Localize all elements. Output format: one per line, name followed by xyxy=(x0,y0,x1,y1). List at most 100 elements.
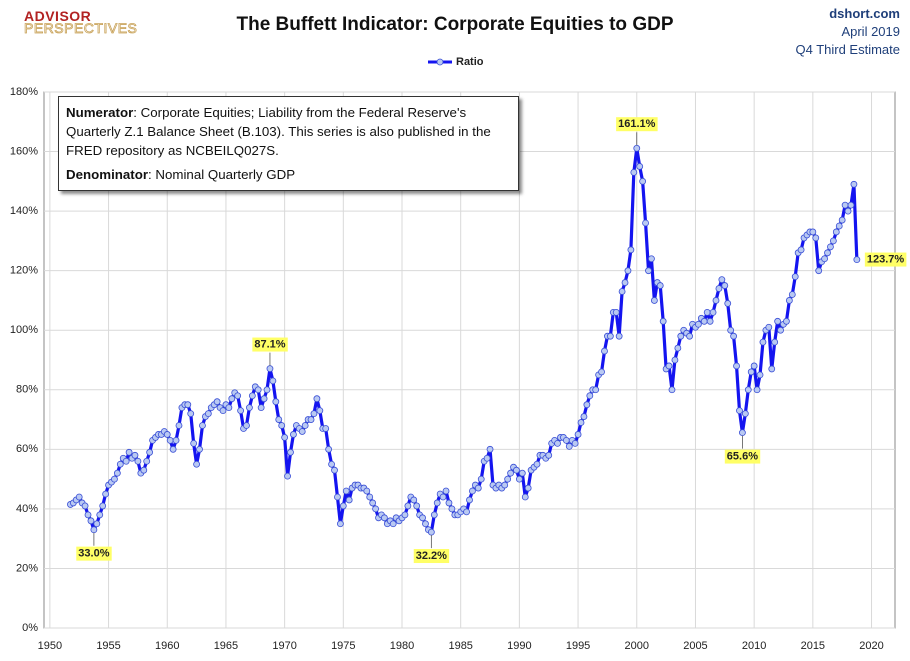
data-point xyxy=(577,419,585,426)
note-text: : Corporate Equities; Liability from the… xyxy=(66,105,491,158)
data-point xyxy=(483,454,491,462)
data-point xyxy=(313,395,321,403)
y-tick-label: 20% xyxy=(16,562,38,574)
data-point xyxy=(298,428,306,435)
legend-label: Ratio xyxy=(456,56,484,68)
data-point xyxy=(322,425,330,432)
data-point xyxy=(187,410,195,418)
data-point xyxy=(310,410,318,418)
data-point xyxy=(334,493,341,501)
data-point xyxy=(771,338,779,346)
data-point xyxy=(709,308,717,316)
data-point xyxy=(190,439,198,447)
data-point xyxy=(847,201,855,209)
x-tick-label: 2010 xyxy=(742,640,766,652)
data-point xyxy=(445,499,453,507)
data-point xyxy=(774,317,782,325)
data-point xyxy=(254,386,262,394)
data-point xyxy=(380,514,388,522)
data-point xyxy=(442,487,450,495)
data-point xyxy=(524,484,532,492)
data-point xyxy=(586,392,594,400)
data-point xyxy=(193,460,200,468)
data-point xyxy=(507,469,514,477)
data-point xyxy=(111,475,118,483)
data-point xyxy=(630,168,638,176)
data-point xyxy=(237,407,245,415)
note-line: Numerator: Corporate Equities; Liability… xyxy=(66,103,512,160)
data-point xyxy=(301,422,309,429)
x-tick-label: 2005 xyxy=(683,640,707,652)
data-point xyxy=(336,520,344,528)
data-point xyxy=(284,472,291,480)
data-point xyxy=(639,177,647,185)
data-point xyxy=(477,475,485,483)
data-point xyxy=(448,505,456,513)
data-point xyxy=(246,404,253,412)
data-point xyxy=(703,308,711,316)
data-point xyxy=(598,368,605,376)
data-point xyxy=(122,457,130,465)
data-point xyxy=(841,201,849,209)
source: dshort.com xyxy=(829,6,900,21)
data-point xyxy=(545,451,553,459)
data-point xyxy=(797,246,805,254)
note-label: Denominator xyxy=(66,167,149,182)
x-tick-label: 1985 xyxy=(448,640,472,652)
data-point xyxy=(172,436,180,444)
x-tick-label: 1955 xyxy=(96,640,120,652)
data-point xyxy=(606,332,614,340)
y-tick-label: 0% xyxy=(22,622,38,634)
x-tick-label: 2015 xyxy=(801,640,825,652)
x-tick-label: 1990 xyxy=(507,640,531,652)
data-point xyxy=(169,445,177,453)
y-tick-label: 60% xyxy=(16,443,38,455)
data-point xyxy=(422,520,429,528)
data-point xyxy=(744,386,752,394)
data-point xyxy=(263,386,271,394)
data-point xyxy=(134,457,142,465)
data-point xyxy=(829,237,837,245)
note-line: Denominator: Nominal Quarterly GDP xyxy=(66,165,512,184)
data-point xyxy=(433,499,441,507)
x-tick-label: 1965 xyxy=(214,640,238,652)
data-point xyxy=(243,422,250,429)
legend-marker xyxy=(436,58,444,66)
data-point xyxy=(815,267,823,275)
data-point xyxy=(131,451,139,459)
data-point xyxy=(636,163,644,170)
data-point xyxy=(580,413,588,420)
data-point xyxy=(113,469,121,477)
data-point xyxy=(565,442,573,450)
data-point xyxy=(671,356,679,364)
y-tick-label: 120% xyxy=(10,265,38,277)
data-point xyxy=(583,401,591,409)
data-point xyxy=(269,377,277,385)
x-tick-label: 2020 xyxy=(859,640,883,652)
data-point xyxy=(463,508,470,516)
y-tick-label: 40% xyxy=(16,503,38,515)
data-point xyxy=(99,502,107,510)
data-point xyxy=(554,439,561,447)
x-tick-label: 2000 xyxy=(625,640,649,652)
data-point xyxy=(571,439,579,447)
data-point xyxy=(668,386,676,394)
data-point xyxy=(785,297,793,304)
data-point xyxy=(81,502,89,510)
data-label: 32.2% xyxy=(416,550,447,562)
data-point xyxy=(648,255,655,263)
data-point xyxy=(733,362,740,370)
data-point xyxy=(439,493,447,501)
data-point xyxy=(809,228,817,236)
data-point xyxy=(642,219,649,227)
data-point xyxy=(225,404,233,412)
data-point xyxy=(469,487,476,495)
data-point xyxy=(266,365,274,373)
data-point xyxy=(196,445,203,453)
note-box: Numerator: Corporate Equities; Liability… xyxy=(58,96,519,191)
data-point xyxy=(718,276,726,284)
data-point xyxy=(287,448,294,456)
estimate: Q4 Third Estimate xyxy=(795,42,900,57)
data-point xyxy=(430,511,438,519)
data-point xyxy=(102,490,110,498)
